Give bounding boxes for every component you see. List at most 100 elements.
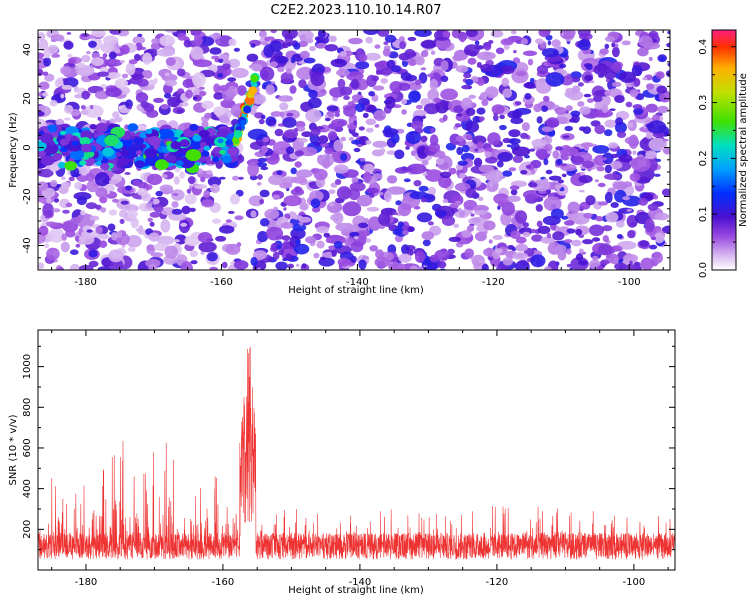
- heatmap-blob: [316, 226, 330, 234]
- heatmap-blob: [268, 119, 276, 126]
- heatmap-blob: [210, 183, 220, 194]
- heatmap-blob: [153, 203, 164, 213]
- heatmap-blob: [190, 260, 198, 265]
- heatmap-blob: [367, 216, 382, 231]
- heatmap-blob: [285, 253, 292, 260]
- heatmap-band-blob: [115, 152, 122, 157]
- heatmap-blob: [53, 198, 60, 203]
- heatmap-blob: [301, 263, 307, 269]
- heatmap-blob: [282, 117, 297, 128]
- heatmap-blob: [281, 42, 289, 49]
- heatmap-band-blob: [227, 147, 239, 156]
- heatmap-blob: [499, 124, 507, 131]
- heatmap-blob: [478, 164, 494, 173]
- heatmap-band-blob: [104, 134, 119, 147]
- heatmap-blob: [441, 215, 456, 226]
- heatmap-blob: [604, 43, 610, 50]
- heatmap-blob: [135, 42, 143, 51]
- heatmap-blob: [356, 230, 371, 238]
- heatmap-blob: [81, 54, 91, 63]
- heatmap-blob: [566, 228, 576, 234]
- heatmap-blob: [298, 216, 312, 223]
- heatmap-blob: [386, 186, 406, 195]
- heatmap-blob: [303, 57, 316, 64]
- heatmap-blob: [442, 198, 449, 204]
- heatmap-band-blob: [170, 141, 182, 150]
- heatmap-blob: [554, 106, 567, 115]
- heatmap-blob: [355, 61, 370, 70]
- heatmap-blob: [608, 161, 623, 170]
- heatmap-blob: [463, 158, 474, 168]
- heatmap-blob: [604, 129, 613, 137]
- heatmap-blob: [189, 250, 198, 258]
- heatmap-blob: [566, 263, 572, 268]
- heatmap-blob: [525, 164, 532, 169]
- heatmap-blob: [551, 39, 561, 48]
- heatmap-blob: [416, 212, 433, 223]
- heatmap-blob: [65, 202, 73, 208]
- heatmap-blob: [265, 84, 275, 96]
- heatmap-blob: [415, 56, 425, 66]
- heatmap-blob: [507, 110, 521, 119]
- heatmap-blob: [88, 40, 97, 48]
- heatmap-blob: [105, 87, 122, 98]
- heatmap-band-blob: [165, 154, 176, 163]
- heatmap-band-blob: [59, 138, 70, 146]
- heatmap-blob: [398, 82, 411, 91]
- heatmap-blob: [88, 260, 99, 268]
- heatmap-blob: [281, 235, 291, 241]
- heatmap-blob: [531, 182, 538, 188]
- heatmap-blob: [88, 249, 98, 258]
- heatmap-blob: [430, 50, 436, 55]
- heatmap-blob: [533, 103, 542, 113]
- heatmap-blob: [614, 95, 625, 103]
- heatmap-blob: [353, 235, 359, 240]
- heatmap-blob: [474, 148, 479, 152]
- heatmap-blob: [472, 135, 487, 145]
- heatmap-x-axis: -180 -160 -140 -120 -100: [51, 30, 664, 288]
- heatmap-blob: [545, 169, 553, 175]
- heatmap-blob: [365, 36, 373, 44]
- heatmap-blob: [535, 148, 551, 159]
- heatmap-blob: [394, 167, 409, 174]
- heatmap-blob: [137, 124, 147, 131]
- heatmap-blob: [179, 171, 186, 179]
- heatmap-blob: [632, 150, 637, 155]
- heatmap-blob: [138, 225, 144, 232]
- heatmap-blob: [584, 74, 593, 82]
- heatmap-blob: [155, 190, 163, 197]
- heatmap-blob: [197, 232, 213, 243]
- heatmap-blob: [547, 150, 553, 154]
- snr-y-axis: 200 400 600 800 1000: [22, 345, 675, 551]
- heatmap-blob: [407, 226, 415, 232]
- heatmap-blob: [260, 145, 269, 154]
- heatmap-blob: [206, 252, 218, 262]
- heatmap-blob: [495, 248, 503, 254]
- heatmap-blob: [637, 47, 649, 57]
- heatmap-blob: [654, 232, 665, 244]
- heatmap-blob: [544, 266, 552, 270]
- heatmap-blob: [397, 202, 412, 217]
- heatmap-blob: [324, 117, 331, 122]
- heatmap-band-blob: [133, 136, 145, 145]
- heatmap-blob: [320, 142, 329, 148]
- heatmap-blob: [233, 260, 249, 270]
- heatmap-blob: [218, 85, 230, 91]
- heatmap-blob: [97, 116, 102, 121]
- heatmap-blob: [201, 120, 209, 130]
- heatmap-blob: [454, 182, 471, 192]
- heatmap-blob: [577, 39, 591, 51]
- heatmap-blob: [380, 67, 393, 76]
- heatmap-band-blob: [80, 143, 92, 153]
- heatmap-blob: [52, 208, 61, 213]
- heatmap-blob: [337, 257, 351, 267]
- heatmap-blob: [259, 189, 270, 198]
- heatmap-band-blob: [146, 149, 154, 155]
- heatmap-band-blob: [212, 156, 220, 163]
- heatmap-blob: [310, 71, 325, 87]
- heatmap-blob: [646, 83, 654, 90]
- heatmap-blob: [120, 44, 130, 55]
- heatmap-blob: [49, 164, 59, 172]
- heatmap-blob: [369, 245, 379, 252]
- heatmap-band-blob: [158, 128, 175, 141]
